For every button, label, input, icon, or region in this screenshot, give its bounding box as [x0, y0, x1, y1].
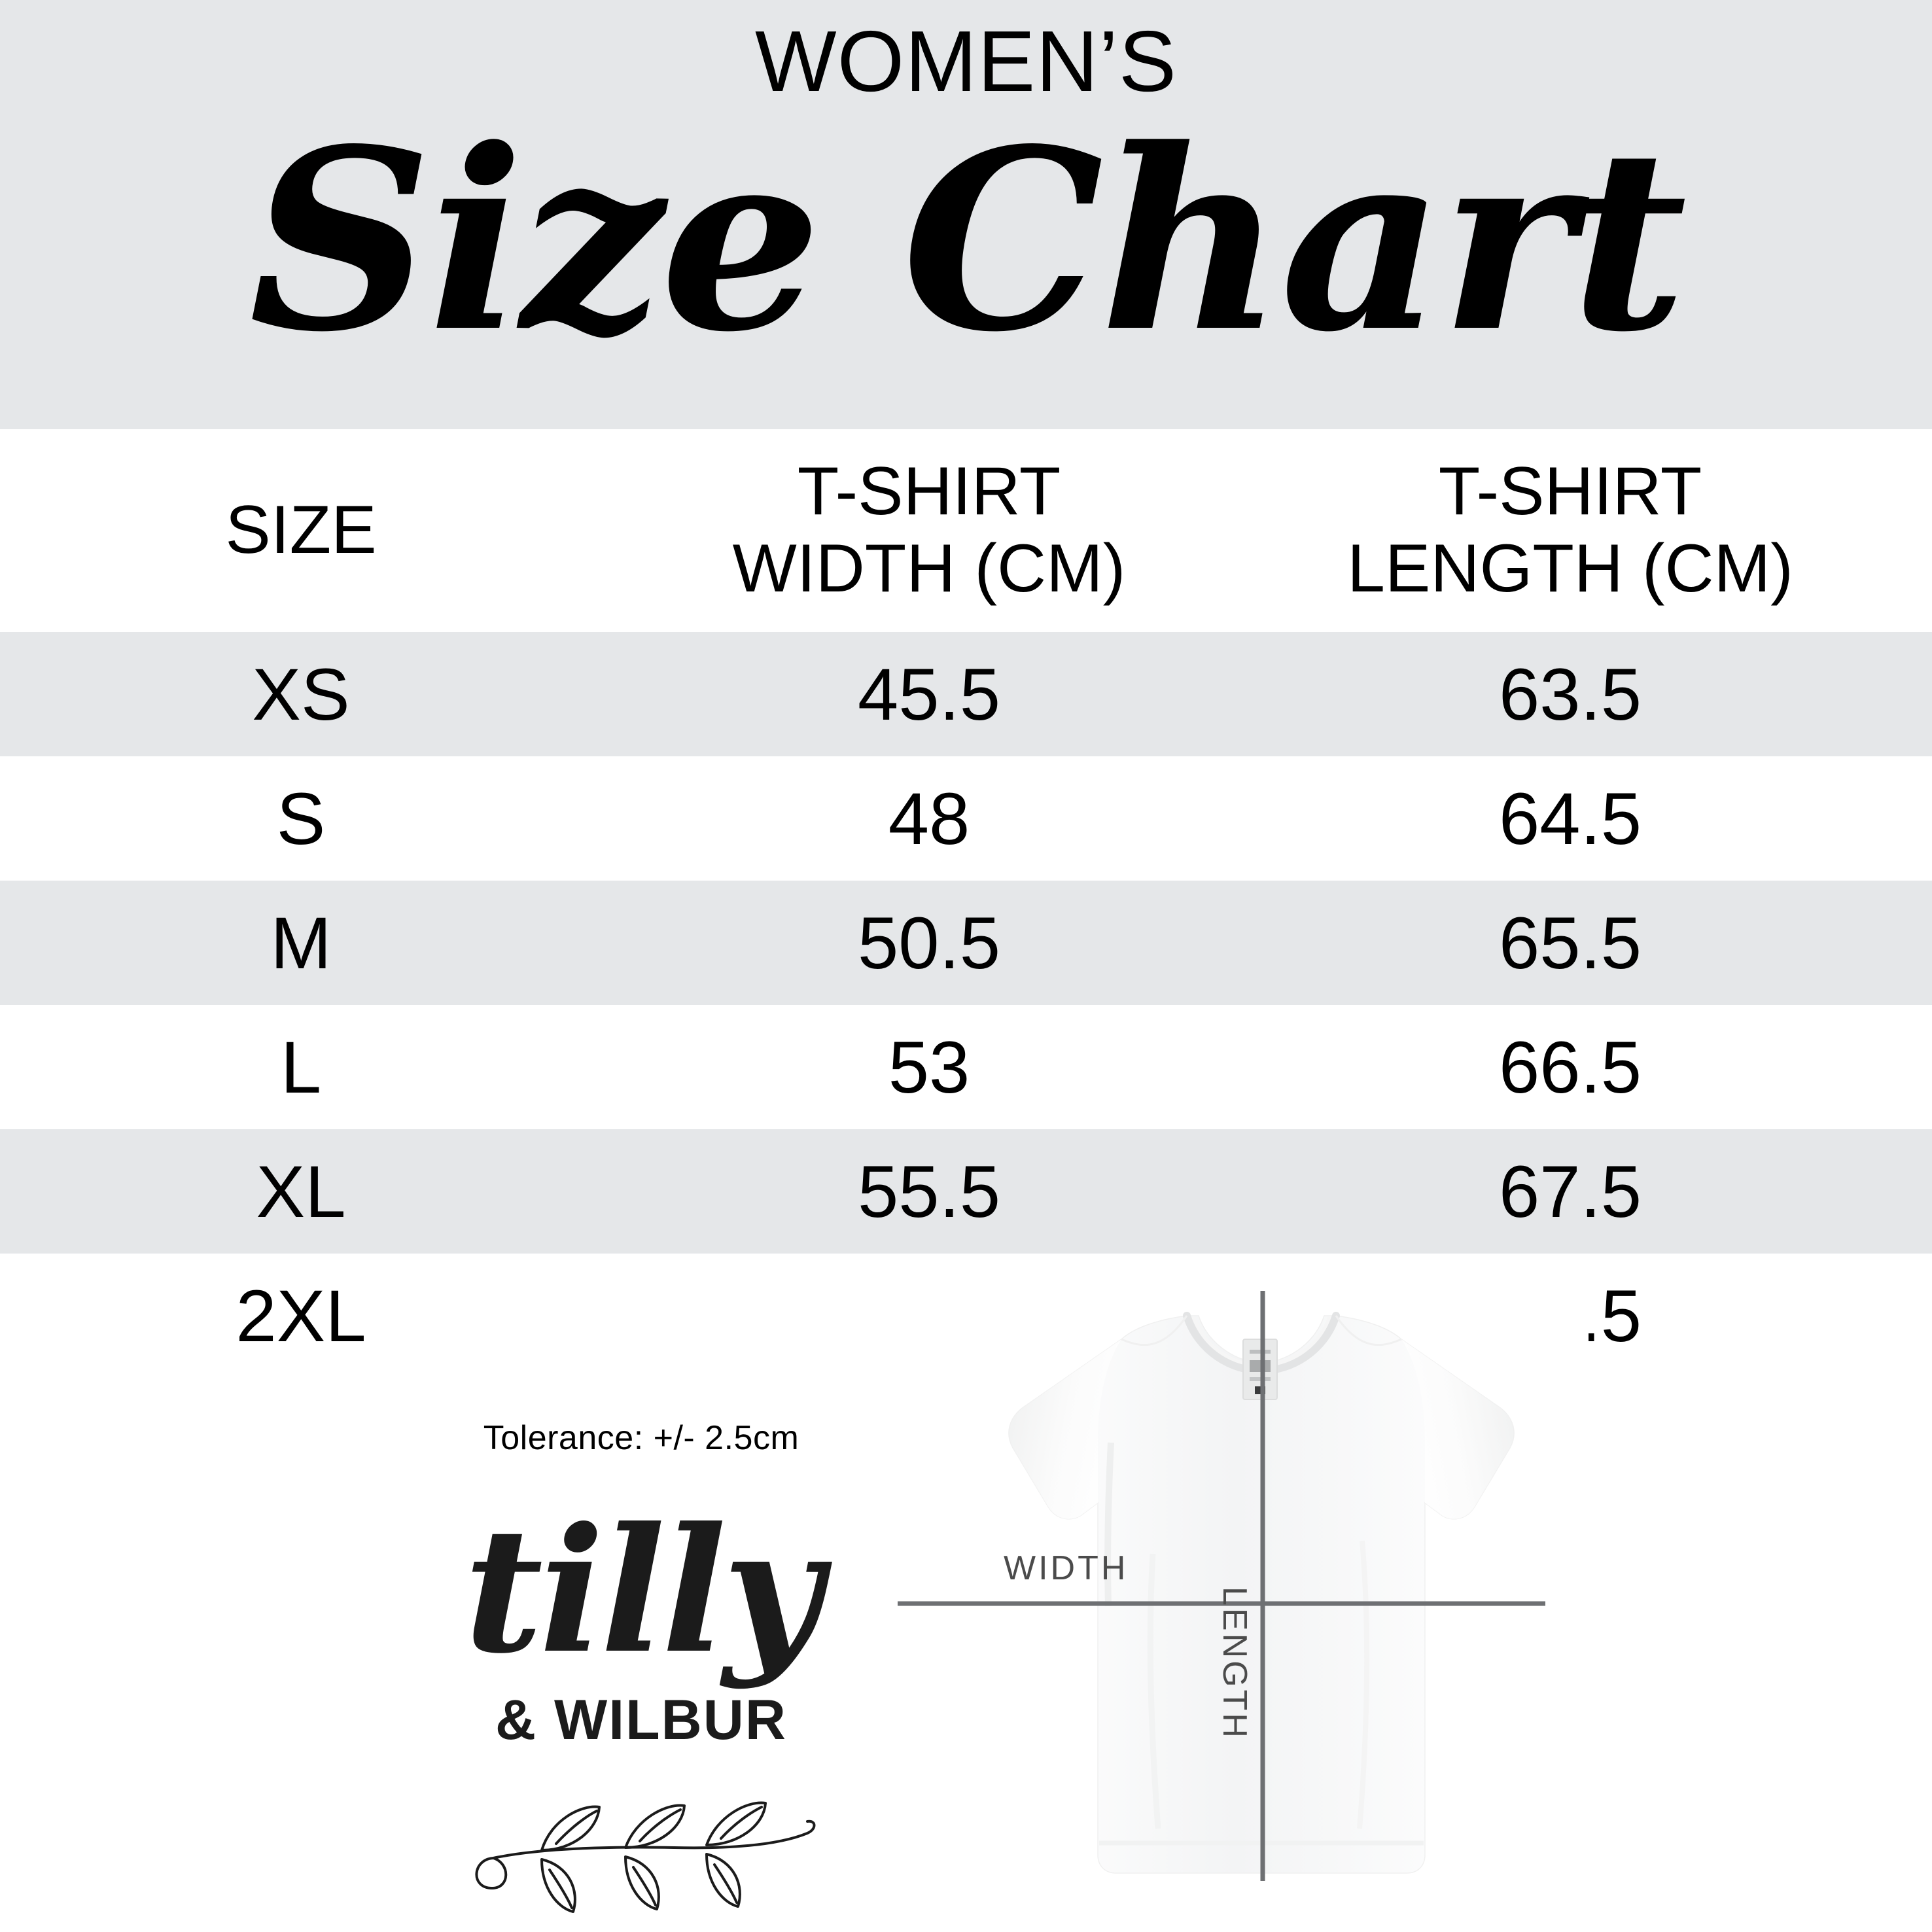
- tshirt-fold-right: [1357, 1540, 1370, 1829]
- tshirt-fold-left: [1147, 1553, 1161, 1829]
- page-title: Size Chart: [249, 94, 1687, 387]
- table-row: M 50.5 65.5: [0, 881, 1932, 1005]
- length-measure-label: LENGTH: [1216, 1587, 1254, 1740]
- cell-size: L: [280, 1026, 322, 1108]
- table-header-row: SIZE T-SHIRT WIDTH (CM) T-SHIRT LENGTH (…: [0, 429, 1932, 632]
- table-row: XL 55.5 67.5: [0, 1129, 1932, 1254]
- tshirt-fold-side: [1104, 1442, 1114, 1607]
- cell-length: 63.5: [1499, 653, 1642, 735]
- neck-label-line-2: [1250, 1377, 1271, 1381]
- cell-width: 45.5: [858, 653, 1000, 735]
- cell-length: 65.5: [1499, 902, 1642, 984]
- tshirt-illustration: [898, 1291, 1545, 1881]
- table-row: S 48 64.5: [0, 756, 1932, 881]
- title-band: WOMEN’S Size Chart: [0, 0, 1932, 429]
- neck-label-brandmark: [1250, 1360, 1271, 1372]
- cell-width: 50.5: [858, 902, 1000, 984]
- cell-length: 66.5: [1499, 1026, 1642, 1108]
- cell-length: 64.5: [1499, 777, 1642, 860]
- brand-logo: tilly & WILBUR: [445, 1505, 837, 1922]
- cell-size: S: [276, 777, 326, 860]
- cell-width: 55.5: [858, 1150, 1000, 1233]
- tshirt-measurement-diagram: WIDTH LENGTH: [891, 1279, 1589, 1932]
- size-table: SIZE T-SHIRT WIDTH (CM) T-SHIRT LENGTH (…: [0, 429, 1932, 1378]
- tshirt-right-shoulder-seam: [1335, 1315, 1402, 1346]
- column-header-width-line1: T-SHIRT: [797, 453, 1061, 530]
- cell-size: M: [270, 902, 332, 984]
- table-row: L 53 66.5: [0, 1005, 1932, 1129]
- tshirt-left-sleeve: [1008, 1339, 1121, 1519]
- column-header-length-line2: LENGTH (CM): [1347, 531, 1793, 606]
- cell-length: 67.5: [1499, 1150, 1642, 1233]
- column-header-size: SIZE: [225, 492, 377, 569]
- column-header-length-line1: T-SHIRT: [1438, 453, 1702, 530]
- cell-size: XS: [252, 653, 350, 735]
- brand-logo-script-name: tilly: [464, 1490, 822, 1691]
- column-header-width: T-SHIRT WIDTH (CM): [608, 429, 1250, 632]
- column-header-length: T-SHIRT LENGTH (CM): [1250, 429, 1891, 632]
- brand-logo-secondary-name: & WILBUR: [495, 1689, 787, 1751]
- neck-label-line-1: [1250, 1350, 1271, 1354]
- column-header-width-line2: WIDTH (CM): [732, 531, 1126, 606]
- width-measure-label: WIDTH: [1004, 1549, 1129, 1587]
- cell-size: XL: [256, 1150, 346, 1233]
- leaf-branch-icon: [475, 1801, 816, 1913]
- page-eyebrow: WOMEN’S: [755, 13, 1177, 109]
- tolerance-note: Tolerance: +/- 2.5cm: [483, 1419, 799, 1457]
- cell-size: 2XL: [236, 1274, 366, 1357]
- tshirt-right-sleeve: [1401, 1339, 1515, 1519]
- cell-width: 48: [888, 777, 970, 860]
- cell-width: 53: [888, 1026, 970, 1108]
- table-row: XS 45.5 63.5: [0, 632, 1932, 756]
- tshirt-left-shoulder-seam: [1121, 1315, 1188, 1346]
